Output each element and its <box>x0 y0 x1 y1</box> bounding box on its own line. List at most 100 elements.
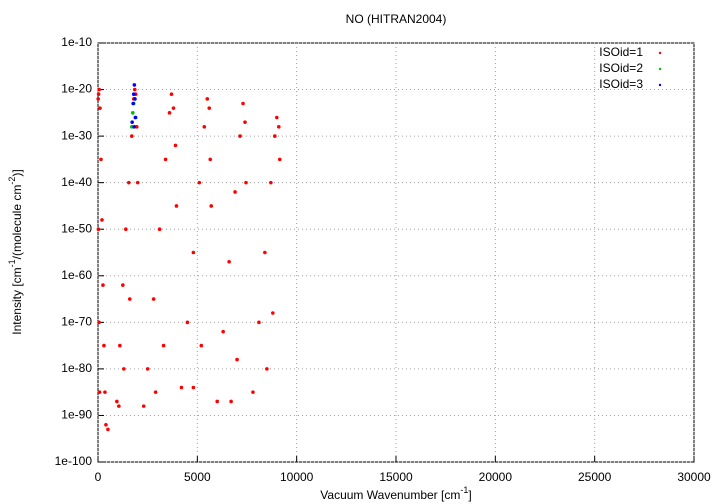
y-tick-label: 1e-80 <box>61 361 92 375</box>
data-point <box>126 180 131 185</box>
data-point <box>233 190 237 194</box>
x-tick-label: 15000 <box>379 470 413 484</box>
y-axis-label: Intensity [cm-1/(molecule cm-2)] <box>7 169 24 334</box>
data-point <box>127 297 132 301</box>
data-point <box>197 180 202 185</box>
data-point <box>269 180 273 185</box>
data-point <box>117 404 121 408</box>
data-point <box>122 367 126 371</box>
label-part: -2 <box>7 177 17 185</box>
data-point <box>244 180 248 185</box>
data-point <box>257 320 261 325</box>
data-point <box>271 311 275 315</box>
y-tick-label: 1e-90 <box>61 408 92 422</box>
data-point <box>276 125 281 129</box>
data-point <box>169 92 174 97</box>
legend-marker <box>658 83 662 87</box>
data-point <box>115 399 119 404</box>
data-point <box>97 320 101 325</box>
data-point <box>102 343 106 348</box>
x-tick-label: 0 <box>95 470 102 484</box>
data-point <box>100 218 104 222</box>
label-part: Intensity [cm <box>10 267 24 334</box>
data-point <box>161 343 166 348</box>
data-point <box>185 320 190 325</box>
data-point <box>235 357 239 362</box>
data-point <box>238 134 242 138</box>
data-point <box>208 157 213 162</box>
data-point <box>131 92 136 97</box>
data-point <box>275 115 279 120</box>
data-point <box>134 125 139 129</box>
data-point <box>205 97 210 101</box>
data-point <box>135 180 140 185</box>
data-point <box>132 83 137 87</box>
data-point <box>141 404 146 408</box>
data-point <box>202 125 207 129</box>
y-tick-label: 1e-30 <box>61 128 92 142</box>
data-point <box>129 134 134 138</box>
data-point <box>229 399 233 404</box>
data-point <box>167 111 172 115</box>
data-point <box>97 87 101 92</box>
legend-label: ISOid=3 <box>599 77 643 91</box>
label-part: Vacuum Wavenumber [cm <box>320 488 460 502</box>
data-point <box>104 422 108 427</box>
y-tick-label: 1e-70 <box>61 315 92 329</box>
x-axis-label: Vacuum Wavenumber [cm-1] <box>320 485 471 502</box>
y-tick-label: 1e-60 <box>61 268 92 282</box>
label-part: -1 <box>460 485 468 495</box>
data-point <box>133 115 138 120</box>
y-tick-label: 1e-40 <box>61 175 92 189</box>
data-point <box>118 343 122 348</box>
legend-marker <box>658 67 662 71</box>
y-tick-label: 1e-20 <box>61 82 92 96</box>
data-point <box>96 227 101 232</box>
data-point <box>174 204 179 208</box>
data-point <box>207 106 212 110</box>
x-tick-label: 10000 <box>280 470 314 484</box>
x-tick-label: 5000 <box>184 470 211 484</box>
data-point <box>96 97 100 101</box>
legend-marker <box>658 51 662 55</box>
data-point <box>251 390 255 394</box>
legend-label: ISOid=1 <box>599 45 643 59</box>
data-point <box>263 250 267 255</box>
data-point <box>145 367 150 371</box>
data-point <box>101 283 105 287</box>
data-point <box>265 367 269 371</box>
x-tick-label: 20000 <box>479 470 513 484</box>
label-part: ] <box>468 488 471 502</box>
data-point <box>243 120 247 124</box>
data-point <box>173 143 178 148</box>
chart-title: NO (HITRAN2004) <box>346 12 447 26</box>
x-tick-label: 25000 <box>578 470 612 484</box>
data-point <box>273 134 277 138</box>
data-point <box>106 427 110 432</box>
data-point <box>227 260 231 264</box>
data-point <box>99 157 103 162</box>
data-point <box>157 227 162 232</box>
data-point <box>130 111 135 115</box>
data-point <box>97 390 102 394</box>
data-point <box>191 250 196 255</box>
data-point <box>132 87 137 92</box>
data-point <box>133 97 137 101</box>
data-point <box>171 106 176 110</box>
legend-label: ISOid=2 <box>599 61 643 75</box>
data-point <box>199 343 204 348</box>
data-point <box>163 157 168 162</box>
label-part: /(molecule cm <box>10 185 24 260</box>
data-point <box>151 297 156 301</box>
data-point <box>241 101 245 106</box>
data-point <box>215 399 219 404</box>
data-point <box>103 390 107 394</box>
y-tick-label: 1e-100 <box>55 454 93 468</box>
y-tick-label: 1e-10 <box>61 35 92 49</box>
data-point <box>209 204 214 208</box>
data-point <box>130 120 134 124</box>
data-point <box>121 283 125 287</box>
label-part: -1 <box>7 259 17 267</box>
x-tick-label: 30000 <box>677 470 711 484</box>
